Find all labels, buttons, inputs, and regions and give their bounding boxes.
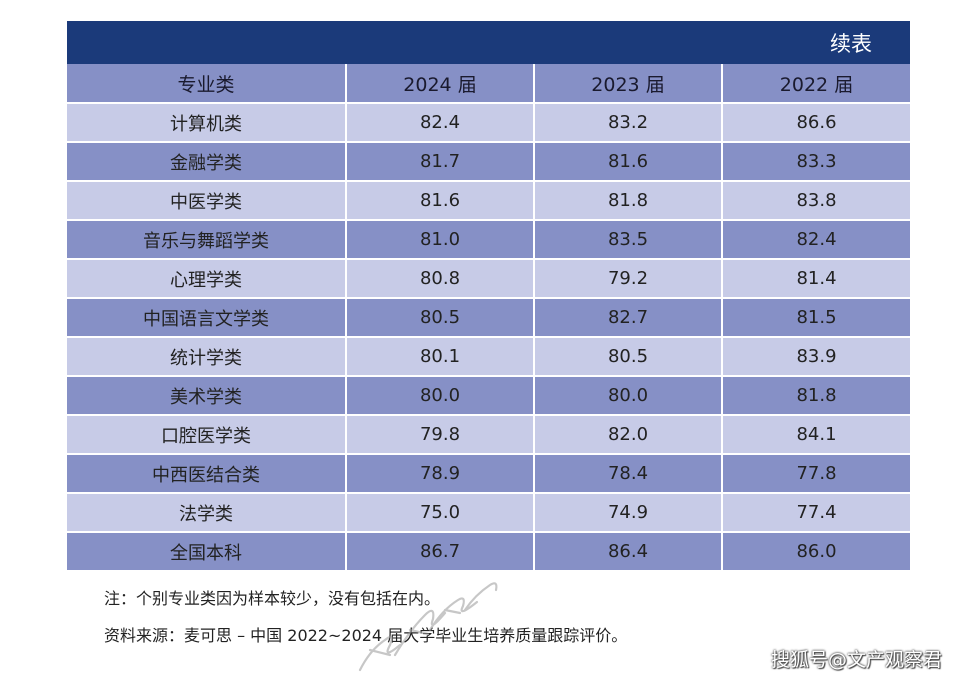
header-2024: 2024 届 bbox=[346, 64, 535, 104]
satisfaction-table: 专业类 2024 届 2023 届 2022 届 计算机类 82.4 83.2 86.… bbox=[67, 64, 910, 572]
table-row: 计算机类 82.4 83.2 86.6 bbox=[67, 103, 910, 143]
data-table-container: 续表 专业类 2024 届 2023 届 2022 届 计算机类 82.4 83.2… bbox=[67, 21, 910, 572]
banner-title: 续表 bbox=[830, 31, 872, 56]
table-row: 心理学类 80.8 79.2 81.4 bbox=[67, 259, 910, 299]
cell-2023: 80.5 bbox=[534, 337, 723, 377]
header-2023: 2023 届 bbox=[534, 64, 723, 104]
cell-2023: 74.9 bbox=[534, 493, 723, 533]
table-row: 美术学类 80.0 80.0 81.8 bbox=[67, 376, 910, 416]
cell-major: 中国语言文学类 bbox=[67, 298, 347, 338]
cell-major: 音乐与舞蹈学类 bbox=[67, 220, 347, 260]
cell-2023: 86.4 bbox=[534, 532, 723, 572]
header-major: 专业类 bbox=[67, 64, 347, 104]
table-row: 中西医结合类 78.9 78.4 77.8 bbox=[67, 454, 910, 494]
cell-2024: 82.4 bbox=[346, 103, 535, 143]
cell-2024: 80.8 bbox=[346, 259, 535, 299]
cell-2024: 80.5 bbox=[346, 298, 535, 338]
source-note: 资料来源：麦可思 – 中国 2022~2024 届大学毕业生培养质量跟踪评价。 bbox=[104, 626, 628, 645]
cell-major: 法学类 bbox=[67, 493, 347, 533]
table-note: 注：个别专业类因为样本较少，没有包括在内。 bbox=[104, 589, 441, 608]
cell-major: 口腔医学类 bbox=[67, 415, 347, 455]
cell-major: 中西医结合类 bbox=[67, 454, 347, 494]
cell-2024: 86.7 bbox=[346, 532, 535, 572]
cell-2023: 82.7 bbox=[534, 298, 723, 338]
cell-major: 金融学类 bbox=[67, 142, 347, 182]
header-2022: 2022 届 bbox=[722, 64, 910, 104]
cell-2023: 83.5 bbox=[534, 220, 723, 260]
table-header-row: 专业类 2024 届 2023 届 2022 届 bbox=[67, 64, 910, 104]
table-row: 统计学类 80.1 80.5 83.9 bbox=[67, 337, 910, 377]
table-row: 金融学类 81.7 81.6 83.3 bbox=[67, 142, 910, 182]
cell-2022: 77.8 bbox=[722, 454, 910, 494]
credit-watermark: 搜狐号@文产观察君 bbox=[770, 649, 942, 671]
cell-2022: 81.5 bbox=[722, 298, 910, 338]
cell-2023: 80.0 bbox=[534, 376, 723, 416]
cell-2022: 77.4 bbox=[722, 493, 910, 533]
cell-2024: 81.7 bbox=[346, 142, 535, 182]
cell-2024: 81.0 bbox=[346, 220, 535, 260]
cell-2022: 82.4 bbox=[722, 220, 910, 260]
cell-2022: 86.0 bbox=[722, 532, 910, 572]
cell-2022: 83.3 bbox=[722, 142, 910, 182]
cell-major: 中医学类 bbox=[67, 181, 347, 221]
cell-2022: 84.1 bbox=[722, 415, 910, 455]
cell-2024: 78.9 bbox=[346, 454, 535, 494]
cell-2023: 78.4 bbox=[534, 454, 723, 494]
cell-major: 全国本科 bbox=[67, 532, 347, 572]
cell-2023: 83.2 bbox=[534, 103, 723, 143]
cell-major: 统计学类 bbox=[67, 337, 347, 377]
cell-2024: 80.0 bbox=[346, 376, 535, 416]
table-row: 中国语言文学类 80.5 82.7 81.5 bbox=[67, 298, 910, 338]
cell-2023: 79.2 bbox=[534, 259, 723, 299]
table-row: 法学类 75.0 74.9 77.4 bbox=[67, 493, 910, 533]
cell-2024: 80.1 bbox=[346, 337, 535, 377]
cell-2022: 83.8 bbox=[722, 181, 910, 221]
cell-2023: 82.0 bbox=[534, 415, 723, 455]
table-row: 中医学类 81.6 81.8 83.8 bbox=[67, 181, 910, 221]
cell-2024: 81.6 bbox=[346, 181, 535, 221]
cell-2022: 81.8 bbox=[722, 376, 910, 416]
cell-2024: 79.8 bbox=[346, 415, 535, 455]
table-row: 音乐与舞蹈学类 81.0 83.5 82.4 bbox=[67, 220, 910, 260]
cell-2023: 81.8 bbox=[534, 181, 723, 221]
cell-major: 计算机类 bbox=[67, 103, 347, 143]
table-row: 口腔医学类 79.8 82.0 84.1 bbox=[67, 415, 910, 455]
cell-major: 心理学类 bbox=[67, 259, 347, 299]
cell-2022: 83.9 bbox=[722, 337, 910, 377]
cell-2022: 86.6 bbox=[722, 103, 910, 143]
cell-major: 美术学类 bbox=[67, 376, 347, 416]
cell-2024: 75.0 bbox=[346, 493, 535, 533]
table-row: 全国本科 86.7 86.4 86.0 bbox=[67, 532, 910, 572]
table-banner: 续表 bbox=[67, 21, 910, 64]
cell-2022: 81.4 bbox=[722, 259, 910, 299]
cell-2023: 81.6 bbox=[534, 142, 723, 182]
